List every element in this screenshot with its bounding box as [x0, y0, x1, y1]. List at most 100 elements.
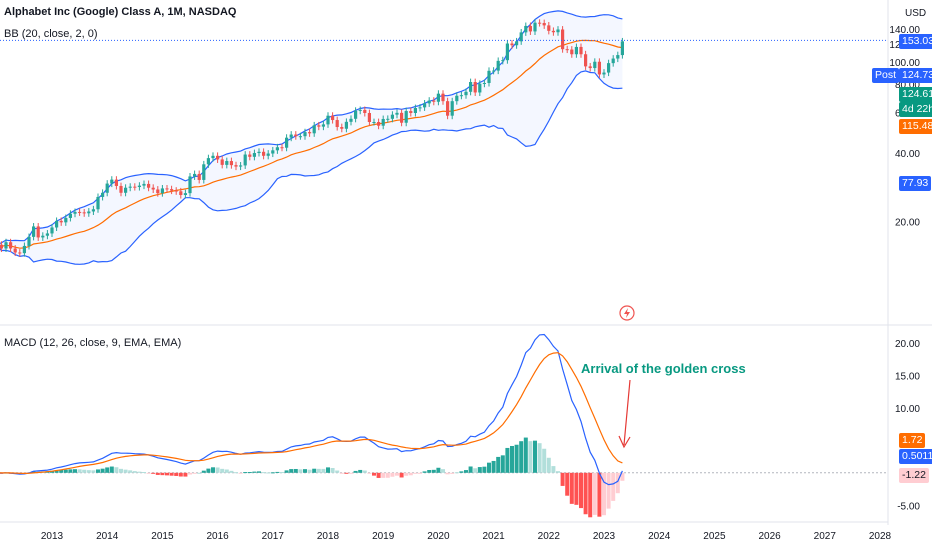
histogram-bar — [31, 471, 36, 473]
candle — [41, 235, 45, 238]
candle — [105, 183, 109, 193]
histogram-bar — [537, 443, 542, 473]
candle — [303, 132, 307, 137]
candle — [331, 115, 335, 121]
candle — [64, 217, 68, 223]
time-tick-label: 2022 — [538, 531, 561, 542]
candle — [597, 61, 601, 75]
candle — [561, 29, 565, 50]
histogram-bar — [261, 472, 266, 474]
candle — [501, 60, 505, 62]
histogram-bar — [372, 472, 376, 476]
candle — [418, 107, 422, 109]
candle — [262, 151, 266, 156]
histogram-bar — [197, 472, 202, 474]
histogram-bar — [132, 471, 137, 473]
histogram-bar — [500, 455, 505, 473]
currency-label: USD — [905, 8, 927, 19]
time-tick-label: 2028 — [869, 531, 892, 542]
candle — [584, 54, 588, 67]
histogram-bar — [427, 469, 432, 473]
histogram-bar — [77, 469, 82, 473]
candle — [298, 136, 302, 138]
candle — [570, 49, 574, 55]
candle — [607, 63, 611, 73]
candle — [478, 83, 482, 93]
histogram-bar — [390, 472, 395, 477]
golden-cross-annotation: Arrival of the golden cross — [581, 361, 746, 376]
histogram-bar — [229, 470, 234, 473]
bar-countdown-tag: 4d 22h — [899, 102, 932, 117]
candle — [183, 193, 187, 196]
candle — [308, 132, 312, 134]
histogram-bar — [86, 470, 91, 473]
histogram-bar — [385, 472, 390, 478]
candle — [248, 154, 252, 157]
candle — [0, 244, 4, 249]
macd-tick-label: 20.00 — [895, 339, 920, 350]
candle — [151, 187, 155, 190]
macd-tick-label: -5.00 — [897, 501, 920, 512]
histogram-bar — [114, 467, 119, 473]
candle — [73, 211, 77, 214]
candle — [542, 23, 546, 26]
macd-indicator-label[interactable]: MACD (12, 26, close, 9, EMA, EMA) — [4, 337, 182, 349]
candle — [160, 188, 164, 194]
candle — [133, 186, 137, 188]
histogram-bar — [519, 441, 524, 473]
candle — [101, 192, 105, 197]
post-market-label-tag: Post — [872, 68, 900, 83]
histogram-bar — [565, 472, 570, 496]
histogram-bar — [395, 472, 399, 476]
histogram-bar — [533, 440, 537, 473]
candle — [91, 209, 95, 212]
histogram-bar — [454, 472, 459, 474]
candle — [252, 153, 256, 157]
histogram-bar — [307, 469, 312, 473]
bb-lower-tag: 77.93 — [899, 176, 932, 191]
candle — [78, 211, 82, 213]
histogram-bar — [155, 472, 160, 475]
histogram-bar — [169, 472, 174, 476]
histogram-bar — [326, 467, 330, 473]
candle — [45, 233, 49, 236]
candle — [482, 82, 486, 84]
histogram-bar — [418, 472, 422, 474]
candle — [487, 70, 491, 83]
time-tick-label: 2016 — [206, 531, 229, 542]
candle — [216, 155, 220, 160]
histogram-bar — [523, 437, 528, 473]
histogram-bar — [289, 469, 294, 473]
candle — [395, 112, 399, 115]
histogram-bar — [422, 471, 427, 473]
histogram-bar — [615, 472, 620, 494]
histogram-bar — [556, 471, 560, 473]
histogram-bar — [569, 472, 574, 504]
histogram-bar — [592, 472, 597, 515]
bb-indicator-label[interactable]: BB (20, close, 2, 0) — [4, 28, 98, 40]
price-tick-label: 140.00 — [889, 25, 920, 36]
candle — [170, 189, 174, 191]
candle — [36, 226, 40, 238]
histogram-bar — [339, 472, 344, 474]
histogram-bar — [441, 469, 445, 473]
time-tick-label: 2027 — [814, 531, 837, 542]
candle — [326, 115, 330, 125]
histogram-bar — [128, 470, 133, 473]
histogram-bar — [280, 471, 284, 473]
histogram-bar — [316, 468, 321, 473]
candle — [524, 25, 528, 33]
candle — [317, 125, 321, 127]
histogram-bar — [583, 472, 588, 515]
candle — [377, 122, 381, 126]
candle — [547, 25, 551, 31]
candle — [455, 95, 459, 102]
histogram-bar — [353, 470, 358, 473]
candle — [335, 120, 339, 128]
candle — [124, 187, 128, 193]
candle — [528, 25, 532, 32]
histogram-bar — [220, 468, 225, 473]
bb-upper-tag: 153.03 — [899, 34, 932, 49]
time-tick-label: 2024 — [648, 531, 671, 542]
